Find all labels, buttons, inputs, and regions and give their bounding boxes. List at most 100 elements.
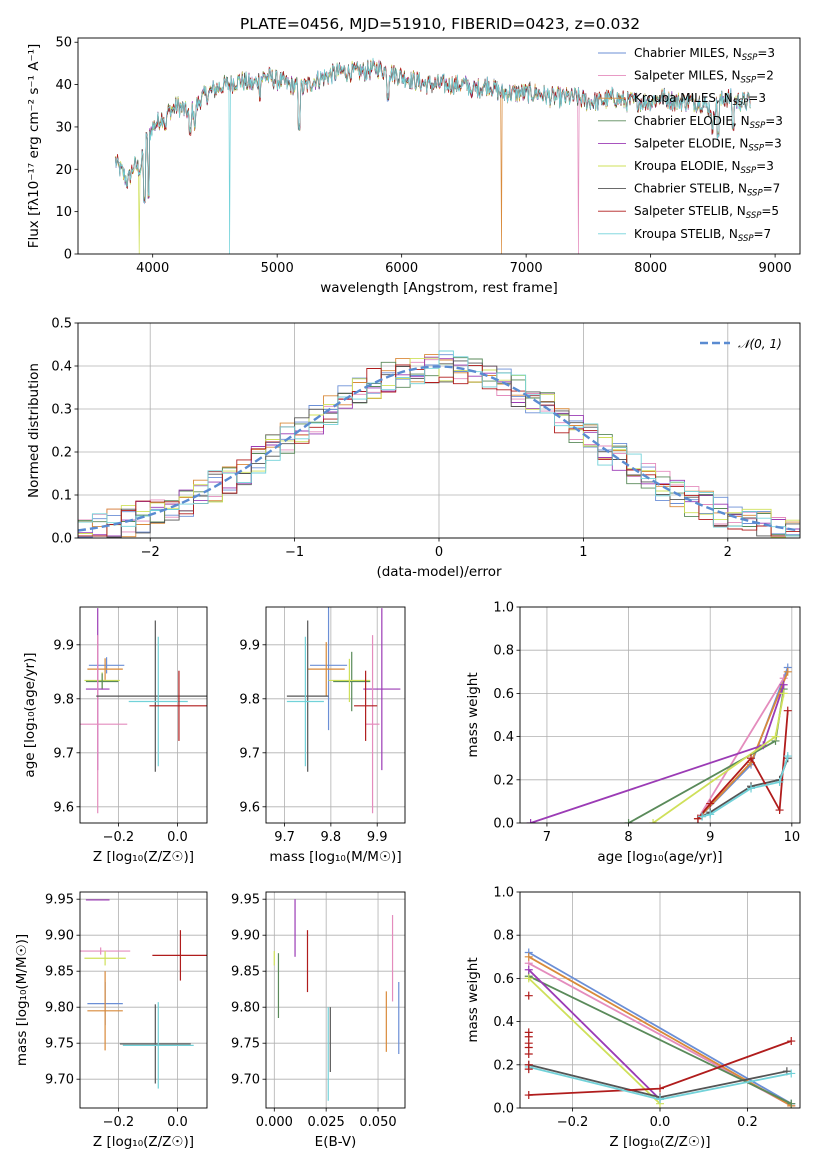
weight-line-salpeter-stelib bbox=[697, 710, 789, 820]
axes-frame bbox=[519, 891, 801, 1109]
axes-frame bbox=[265, 891, 406, 1109]
y-tick-label: 0.1 bbox=[51, 489, 72, 504]
weight-marker-extra bbox=[524, 1065, 533, 1074]
axes-frame bbox=[77, 37, 801, 255]
y-tick-label: 9.95 bbox=[45, 893, 74, 908]
y-tick-label: 9.90 bbox=[231, 929, 260, 944]
plot-area bbox=[80, 899, 207, 1089]
x-axis-label: E(B-V) bbox=[315, 1134, 357, 1150]
weight-line-chabrier-elodie bbox=[628, 688, 785, 823]
legend-label-kroupa-elodie: Kroupa ELODIE, NSSP=3 bbox=[634, 159, 774, 176]
weight-marker-kroupa-miles bbox=[783, 667, 792, 676]
axes-frame bbox=[265, 606, 406, 824]
x-tick-label: 7 bbox=[543, 830, 551, 845]
y-tick-label: 20 bbox=[55, 163, 72, 178]
weight-marker-kroupa-stelib bbox=[656, 1095, 664, 1104]
chart-spectrum: 4000 5000 6000 7000 8000 9000 0 10 20 30 40 50 wavel… bbox=[26, 36, 801, 296]
grid bbox=[266, 892, 405, 1108]
weight-marker-kroupa-stelib bbox=[775, 777, 784, 786]
legend-label-salpeter-elodie: Salpeter ELODIE, NSSP=3 bbox=[634, 136, 782, 153]
axes-frame bbox=[79, 606, 208, 824]
y-tick-label: 0.3 bbox=[51, 403, 72, 418]
weight-marker-kroupa-stelib bbox=[787, 1069, 796, 1078]
legend-label-kroupa-stelib: Kroupa STELIB, NSSP=7 bbox=[634, 227, 771, 244]
x-tick-label: 0.2 bbox=[737, 1115, 758, 1130]
y-tick-label: 10 bbox=[55, 205, 72, 220]
y-tick-label: 0.2 bbox=[493, 773, 514, 788]
chart-residuals: −2 −1 0 1 2 0.0 0.1 0.2 0.3 0.4 0.5 (data-model)/er… bbox=[26, 317, 801, 580]
y-tick-label: 9.9 bbox=[239, 638, 260, 653]
grid bbox=[266, 607, 405, 823]
x-axis-label: age [log₁₀(age/yr)] bbox=[597, 849, 722, 865]
y-tick-label: 9.85 bbox=[231, 965, 260, 980]
y-tick-label: 0.2 bbox=[51, 446, 72, 461]
x-tick-label: 0.050 bbox=[359, 1115, 396, 1130]
weight-marker-salpeter-stelib bbox=[706, 799, 715, 808]
x-tick-label: 0.0 bbox=[167, 1115, 188, 1130]
weight-marker-salpeter-stelib bbox=[656, 1084, 664, 1093]
y-tick-label: 9.7 bbox=[239, 746, 260, 761]
y-tick-label: 0.4 bbox=[493, 730, 514, 745]
spectrum-line-kroupa-stelib bbox=[114, 57, 751, 254]
y-tick-label: 0 bbox=[64, 248, 72, 263]
chart-age-weight: 7 8 9 10 0.0 0.2 0.4 0.6 0.8 1.0 age [log₁₀(age/yr… bbox=[465, 601, 801, 865]
x-tick-label: 9.9 bbox=[367, 830, 388, 845]
y-tick-label: 9.75 bbox=[45, 1037, 74, 1052]
x-axis-label: Z [log₁₀(Z/Z☉)] bbox=[93, 1134, 194, 1150]
plot-area bbox=[273, 899, 400, 1101]
weight-marker-kroupa-stelib bbox=[706, 810, 715, 819]
legend-label-kroupa-miles: Kroupa MILES, NSSP=3 bbox=[634, 91, 766, 108]
x-tick-label: 0.025 bbox=[308, 1115, 345, 1130]
grid bbox=[80, 607, 207, 823]
legend: Chabrier MILES, NSSP=3 Salpeter MILES, NS… bbox=[598, 46, 783, 244]
weight-marker-kroupa-elodie bbox=[524, 974, 533, 983]
plot-area bbox=[526, 663, 792, 823]
x-tick-label: −1 bbox=[285, 545, 304, 560]
histogram-kroupa-stelib bbox=[78, 350, 800, 537]
chart-z-mass: −0.2 0.0 9.70 9.75 9.80 9.85 9.90 9.95 Z [log₁₀(… bbox=[14, 891, 208, 1150]
x-tick-label: −0.2 bbox=[557, 1115, 589, 1130]
y-tick-label: 0.8 bbox=[493, 644, 514, 659]
x-tick-label: 4000 bbox=[136, 261, 169, 276]
weight-marker-salpeter-stelib bbox=[775, 806, 784, 815]
x-axis-label: wavelength [Angstrom, rest frame] bbox=[320, 280, 558, 296]
y-tick-label: 40 bbox=[55, 78, 72, 93]
x-tick-label: 2 bbox=[724, 545, 732, 560]
y-tick-label: 1.0 bbox=[493, 601, 514, 616]
normal-reference-curve bbox=[78, 365, 800, 532]
y-tick-label: 0.6 bbox=[493, 972, 514, 987]
chart-ebv-mass: 0.000 0.025 0.050 9.70 9.75 9.80 9.85 9.90 9.95 E… bbox=[231, 891, 406, 1150]
y-axis-label: mass weight bbox=[465, 672, 481, 757]
x-tick-label: 1 bbox=[579, 545, 587, 560]
x-tick-label: 7000 bbox=[510, 261, 543, 276]
grid bbox=[520, 606, 800, 824]
weight-line-kroupa-elodie bbox=[652, 693, 785, 823]
legend-label-chabrier-stelib: Chabrier STELIB, NSSP=7 bbox=[634, 182, 780, 199]
y-tick-label: 9.9 bbox=[53, 638, 74, 653]
plot-area bbox=[286, 607, 401, 814]
x-tick-label: −2 bbox=[141, 545, 160, 560]
grid bbox=[80, 892, 207, 1108]
legend-label-chabrier-miles: Chabrier MILES, NSSP=3 bbox=[634, 46, 775, 63]
weight-marker-extra bbox=[524, 1050, 533, 1058]
page-title: PLATE=0456, MJD=51910, FIBERID=0423, z=0… bbox=[240, 15, 640, 33]
weight-marker-kroupa-stelib bbox=[698, 812, 707, 821]
weight-line-kroupa-elodie bbox=[528, 977, 661, 1105]
plot-area bbox=[80, 608, 207, 814]
weight-line-salpeter-miles bbox=[697, 677, 785, 820]
y-tick-label: 1.0 bbox=[493, 886, 514, 901]
weight-marker-salpeter-elodie bbox=[524, 965, 533, 974]
y-tick-label: 0.4 bbox=[51, 360, 72, 375]
x-axis-label: (data-model)/error bbox=[376, 564, 502, 580]
y-tick-label: 0.5 bbox=[51, 317, 72, 332]
weight-marker-kroupa-stelib bbox=[783, 752, 792, 761]
weight-line-salpeter-elodie bbox=[530, 684, 785, 823]
x-tick-label: 8 bbox=[624, 830, 632, 845]
x-tick-label: 9 bbox=[706, 830, 714, 845]
weight-marker-chabrier-elodie bbox=[787, 1099, 796, 1108]
x-tick-label: 0.0 bbox=[650, 1115, 671, 1130]
y-axis-label: Flux [fλ10⁻¹⁷ erg cm⁻² s⁻¹ A⁻¹] bbox=[26, 44, 42, 249]
chart-mass-age: 9.7 9.8 9.9 9.6 9.7 9.8 9.9 mass [log₁₀(M/M☉)] bbox=[239, 606, 406, 865]
weight-marker-salpeter-stelib bbox=[747, 754, 756, 763]
